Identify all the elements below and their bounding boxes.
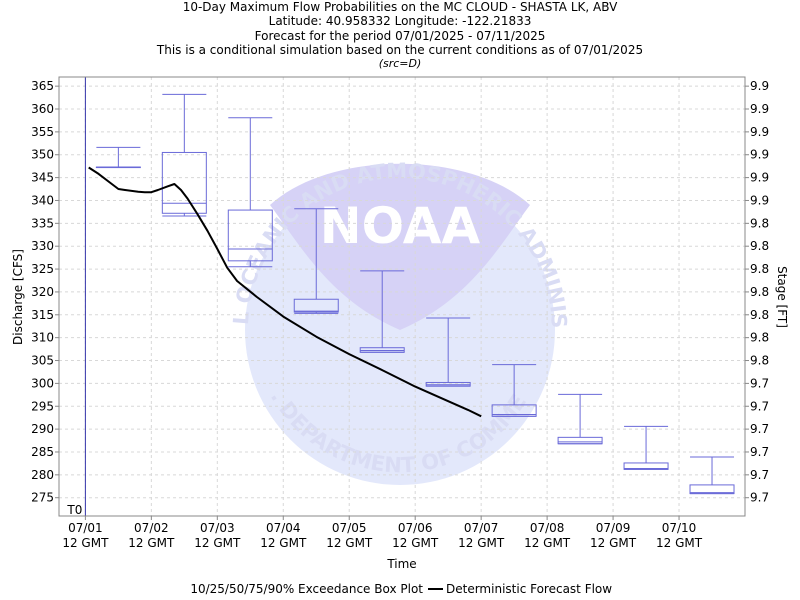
t0-marker: T0 <box>66 77 86 517</box>
box-iqr <box>623 462 669 470</box>
box-plots <box>95 93 735 495</box>
box-plot <box>359 270 405 353</box>
x-tick-label-time: 12 GMT <box>62 536 109 550</box>
box-plot <box>293 208 339 314</box>
y-tick-label: 345 <box>31 171 54 185</box>
x-tick-label-time: 12 GMT <box>590 536 637 550</box>
box-iqr <box>293 298 339 313</box>
y2-tick-label: 9.9 <box>750 125 769 139</box>
y2-tick-label: 9.8 <box>750 354 769 368</box>
y2-tick-label: 9.7 <box>750 399 769 413</box>
x-tick-label-time: 12 GMT <box>194 536 241 550</box>
box-plot <box>491 364 537 417</box>
y2-tick-label: 9.9 <box>750 102 769 116</box>
x-tick-label-time: 12 GMT <box>656 536 703 550</box>
y2-axis-ticks: 9.7 9.7 9.7 9.7 9.7 9.7 9.8 9.8 9.8 9.8 9.8 9.8 9.8 9… <box>745 79 769 505</box>
chart-source-note: (src=D) <box>378 57 422 71</box>
y2-tick-label: 9.9 <box>750 79 769 93</box>
legend: 10/25/50/75/90% Exceedance Box Plot Dete… <box>190 582 612 596</box>
legend-box-label: 10/25/50/75/90% Exceedance Box Plot <box>190 582 423 596</box>
y-tick-label: 310 <box>31 331 54 345</box>
x-tick-label-time: 12 GMT <box>458 536 505 550</box>
y2-tick-label: 9.9 <box>750 193 769 207</box>
box-plot <box>161 93 207 217</box>
x-tick-label-time: 12 GMT <box>260 536 307 550</box>
x-tick-label-time: 12 GMT <box>326 536 373 550</box>
y-tick-label: 335 <box>31 216 54 230</box>
y-tick-label: 355 <box>31 125 54 139</box>
y2-tick-label: 9.8 <box>750 216 769 230</box>
x-tick-label-date: 07/01 <box>68 521 103 535</box>
x-axis-label: Time <box>386 557 416 571</box>
y-tick-label: 320 <box>31 285 54 299</box>
y-tick-label: 285 <box>31 445 54 459</box>
y-tick-label: 325 <box>31 262 54 276</box>
x-tick-label-date: 07/02 <box>134 521 169 535</box>
box-iqr <box>491 404 537 417</box>
y2-axis-label: Stage [FT] <box>775 266 789 328</box>
chart-subtitle-conditions: This is a conditional simulation based o… <box>156 42 644 57</box>
watermark-center-text: NOAA <box>320 197 481 255</box>
x-tick-label-time: 12 GMT <box>524 536 571 550</box>
box-plot <box>95 146 141 169</box>
box-plot <box>425 317 471 387</box>
x-tick-label-date: 07/06 <box>398 521 433 535</box>
y2-tick-label: 9.8 <box>750 285 769 299</box>
y2-tick-label: 9.9 <box>750 148 769 162</box>
box-plot <box>623 425 669 470</box>
y-tick-label: 305 <box>31 354 54 368</box>
y2-tick-label: 9.7 <box>750 468 769 482</box>
chart-title: 10-Day Maximum Flow Probabilities on the… <box>182 0 618 14</box>
x-tick-label-date: 07/07 <box>464 521 499 535</box>
plot-frame <box>58 76 746 517</box>
y-tick-label: 360 <box>31 102 54 116</box>
y-tick-label: 290 <box>31 422 54 436</box>
chart-header: 10-Day Maximum Flow Probabilities on the… <box>0 0 800 71</box>
gridlines <box>59 77 745 516</box>
x-tick-label-date: 07/10 <box>662 521 697 535</box>
y2-tick-label: 9.7 <box>750 422 769 436</box>
y-axis-ticks: 275 280 285 290 295 300 305 310 315 320 325 330 335 3… <box>31 79 59 505</box>
deterministic-series <box>88 166 482 418</box>
y-tick-label: 365 <box>31 79 54 93</box>
chart-subtitle-period: Forecast for the period 07/01/2025 - 07/… <box>254 28 546 43</box>
x-tick-label-time: 12 GMT <box>392 536 439 550</box>
x-tick-label-date: 07/03 <box>200 521 235 535</box>
y-axis-label: Discharge [CFS] <box>11 249 25 345</box>
x-tick-label-date: 07/08 <box>530 521 565 535</box>
x-tick-label-date: 07/05 <box>332 521 367 535</box>
t0-label: T0 <box>66 503 82 517</box>
deterministic-line <box>88 166 482 418</box>
y2-tick-label: 9.8 <box>750 331 769 345</box>
y2-tick-label: 9.7 <box>750 491 769 505</box>
box-plot <box>227 117 273 268</box>
x-tick-label-time: 12 GMT <box>128 536 175 550</box>
y-tick-label: 300 <box>31 376 54 390</box>
y-tick-label: 340 <box>31 193 54 207</box>
box-iqr <box>227 209 273 262</box>
y-tick-label: 295 <box>31 399 54 413</box>
box-iqr <box>161 151 207 214</box>
y2-tick-label: 9.9 <box>750 171 769 185</box>
y2-tick-label: 9.8 <box>750 239 769 253</box>
box-plot <box>557 393 603 445</box>
x-tick-label-date: 07/09 <box>596 521 631 535</box>
box-plot <box>689 456 735 495</box>
x-tick-label-date: 07/04 <box>266 521 301 535</box>
legend-line-label: Deterministic Forecast Flow <box>446 582 612 596</box>
y-tick-label: 330 <box>31 239 54 253</box>
y-tick-label: 315 <box>31 308 54 322</box>
chart-subtitle-location: Latitude: 40.958332 Longitude: -122.2183… <box>268 14 532 29</box>
y2-tick-label: 9.7 <box>750 445 769 459</box>
y2-tick-label: 9.8 <box>750 262 769 276</box>
y-tick-label: 280 <box>31 468 54 482</box>
y2-tick-label: 9.8 <box>750 308 769 322</box>
box-iqr <box>689 484 735 495</box>
box-iqr <box>557 436 603 445</box>
y-tick-label: 350 <box>31 148 54 162</box>
y2-tick-label: 9.7 <box>750 376 769 390</box>
y-tick-label: 275 <box>31 491 54 505</box>
